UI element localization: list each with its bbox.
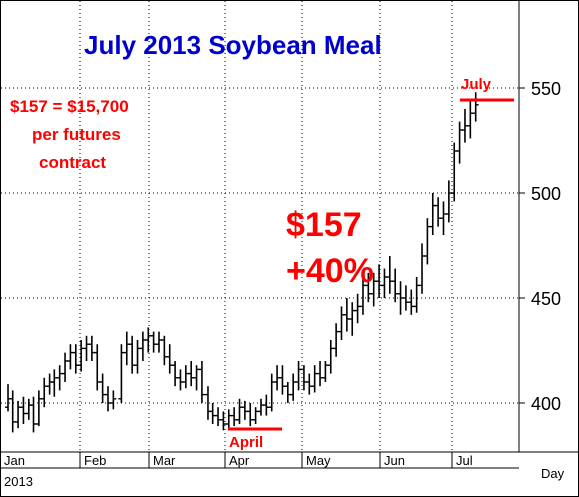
y-tick-label: 400 — [531, 394, 561, 414]
x-unit-label: Day — [541, 466, 565, 481]
x-tick-label-month: Mar — [153, 453, 176, 468]
x-tick-label-month: Apr — [229, 453, 250, 468]
x-axis: Jan Feb Mar Apr May Jun Jul — [0, 452, 473, 468]
gain-percent-label: +40% — [286, 252, 374, 290]
low-label: April — [229, 434, 263, 451]
note-line-2: per futures — [32, 125, 121, 144]
y-tick-label: 500 — [531, 184, 561, 204]
x-tick-label-month: Jan — [4, 453, 25, 468]
y-tick-label: 550 — [531, 79, 561, 99]
x-tick-label-month: Feb — [84, 453, 106, 468]
chart-title: July 2013 Soybean Meal — [84, 30, 382, 60]
note-line-3: contract — [39, 153, 106, 172]
note-line-1: $157 = $15,700 — [10, 97, 129, 116]
year-label: 2013 — [4, 474, 33, 489]
price-bars — [5, 92, 479, 433]
x-tick-label-month: Jul — [456, 453, 473, 468]
ohlc-bar — [110, 390, 117, 410]
x-tick-label-month: Jun — [384, 453, 405, 468]
gain-amount-label: $157 — [286, 206, 362, 244]
y-tick-label: 450 — [531, 289, 561, 309]
y-axis: 400 450 500 550 — [519, 79, 561, 414]
ohlc-bar — [198, 361, 205, 403]
x-tick-label-month: May — [306, 453, 331, 468]
high-label: July — [461, 76, 492, 93]
ohlc-bar — [472, 92, 479, 122]
